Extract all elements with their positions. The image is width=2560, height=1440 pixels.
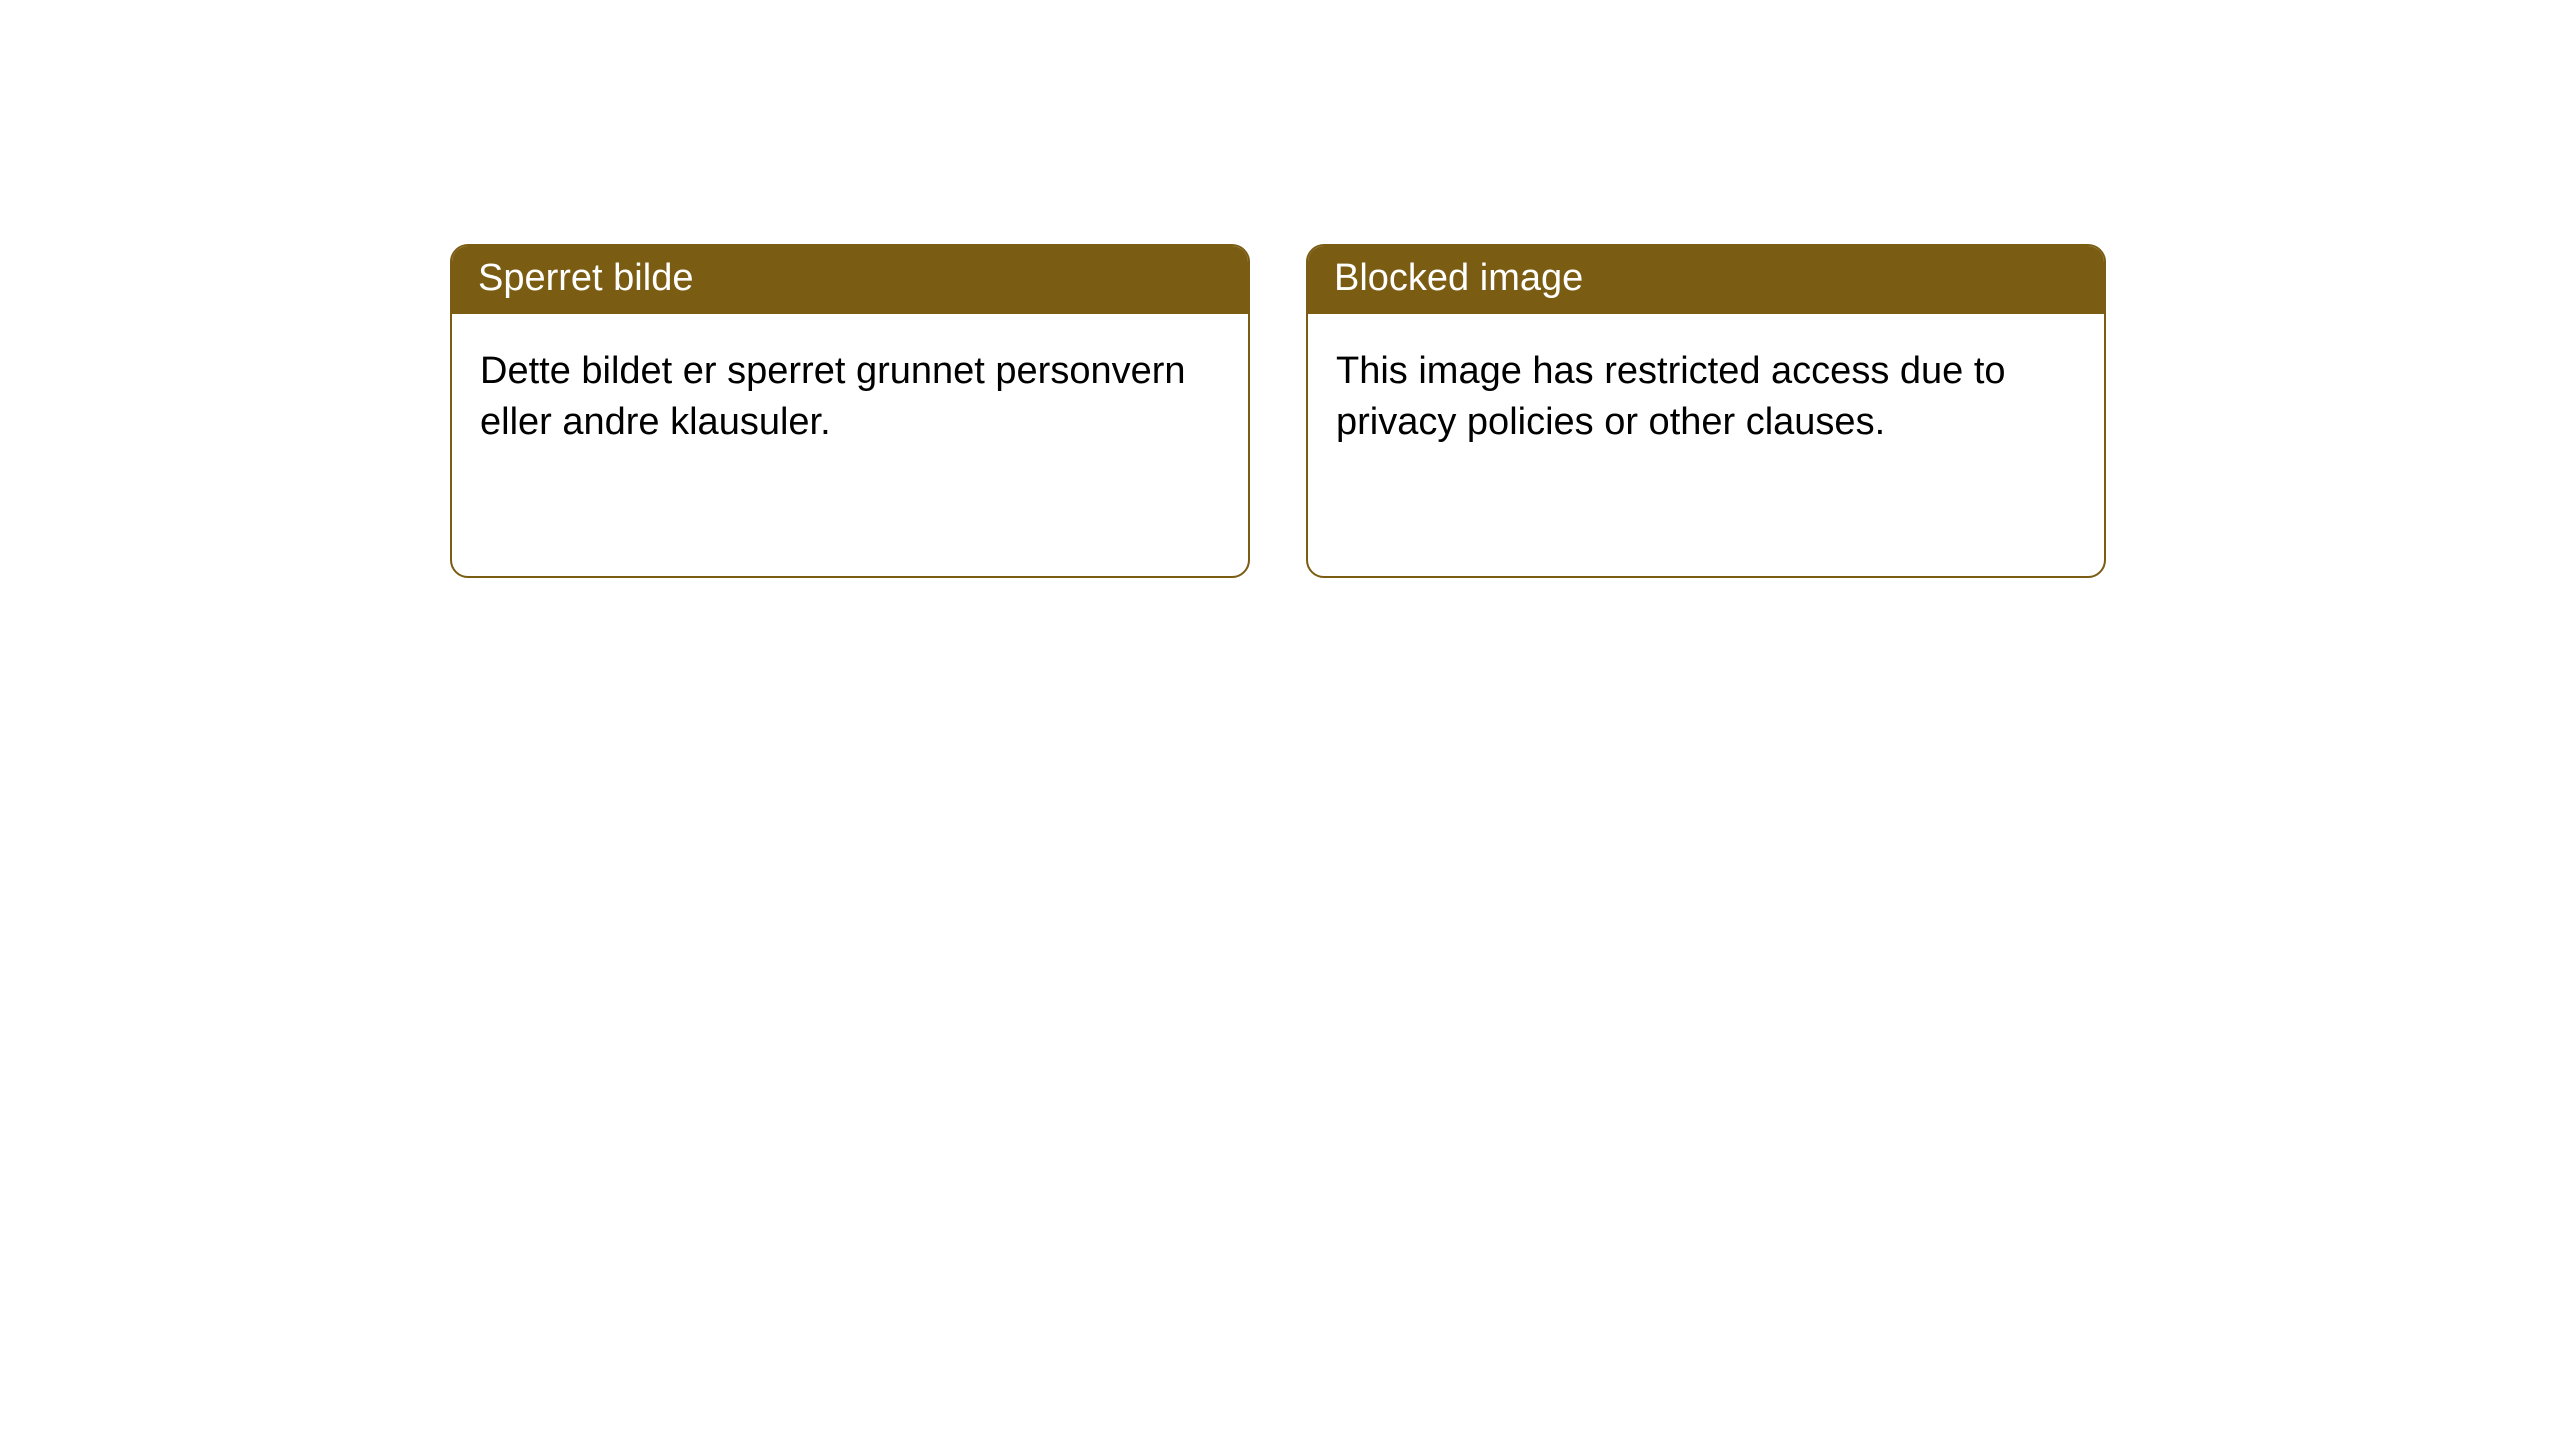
card-body-text: Dette bildet er sperret grunnet personve… <box>480 350 1186 443</box>
card-body: Dette bildet er sperret grunnet personve… <box>452 314 1248 481</box>
notice-container: Sperret bilde Dette bildet er sperret gr… <box>0 0 2560 578</box>
card-body: This image has restricted access due to … <box>1308 314 2104 481</box>
card-body-text: This image has restricted access due to … <box>1336 350 2006 443</box>
card-header: Blocked image <box>1308 246 2104 314</box>
notice-card-english: Blocked image This image has restricted … <box>1306 244 2106 578</box>
notice-card-norwegian: Sperret bilde Dette bildet er sperret gr… <box>450 244 1250 578</box>
card-title: Blocked image <box>1334 257 1583 299</box>
card-title: Sperret bilde <box>478 257 693 299</box>
card-header: Sperret bilde <box>452 246 1248 314</box>
